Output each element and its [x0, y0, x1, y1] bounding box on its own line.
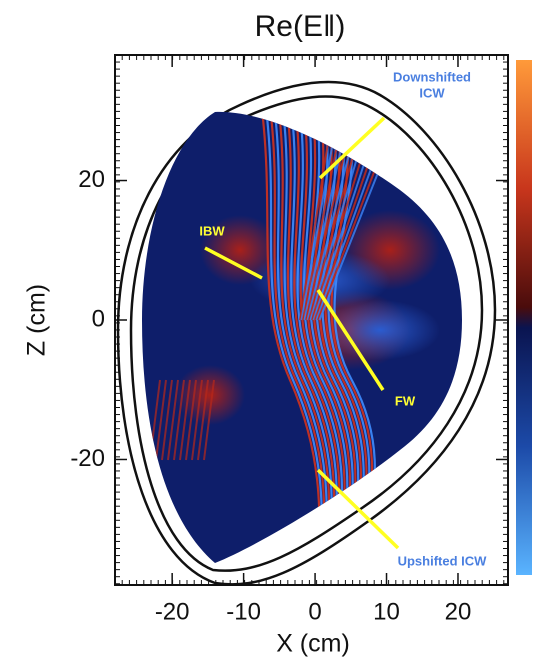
y-tick-label: -20 [70, 445, 105, 472]
wave-stripe [167, 379, 179, 461]
wave-stripe [300, 129, 336, 321]
wave-stripe [299, 129, 331, 321]
x-axis-label: X (cm) [276, 630, 350, 658]
inner-wall [129, 95, 484, 572]
annotation-label: Downshifted [393, 69, 471, 84]
outer-wall [116, 80, 497, 586]
wave-stripe [302, 129, 341, 321]
wave-stripe [179, 379, 191, 461]
annotation-label: IBW [199, 223, 225, 238]
x-tick-label: 20 [445, 598, 472, 625]
wave-stripe [305, 129, 351, 321]
wave-stripe [191, 379, 203, 461]
wave-stripe [197, 379, 209, 461]
field-blob [320, 300, 440, 360]
wave-stripe [185, 379, 197, 461]
x-tick-label: -20 [155, 598, 190, 625]
annotation-pointer [318, 116, 386, 180]
x-tick-label: 10 [373, 598, 400, 625]
chart-title: Re(E‖) [255, 10, 346, 43]
wave-stripe [173, 379, 185, 461]
wave-stripe [309, 129, 366, 321]
annotation-label: ICW [419, 85, 445, 100]
wave-stripe [155, 379, 167, 461]
annotation-pointer [316, 468, 400, 550]
annotation-label: FW [395, 393, 416, 408]
y-tick-label: 0 [92, 305, 105, 332]
x-tick-label: 0 [308, 598, 321, 625]
wave-stripe [203, 379, 215, 461]
annotation-pointer [316, 289, 385, 391]
wave-stripe [308, 129, 361, 321]
annotation-label: Upshifted ICW [398, 553, 488, 568]
annotation-pointer [204, 246, 263, 280]
wave-stripe [306, 129, 356, 321]
colorbar [516, 60, 532, 575]
x-tick-label: -10 [226, 598, 261, 625]
y-axis-label: Z (cm) [23, 284, 51, 356]
y-tick-label: 20 [78, 166, 105, 193]
wave-stripe [161, 379, 173, 461]
